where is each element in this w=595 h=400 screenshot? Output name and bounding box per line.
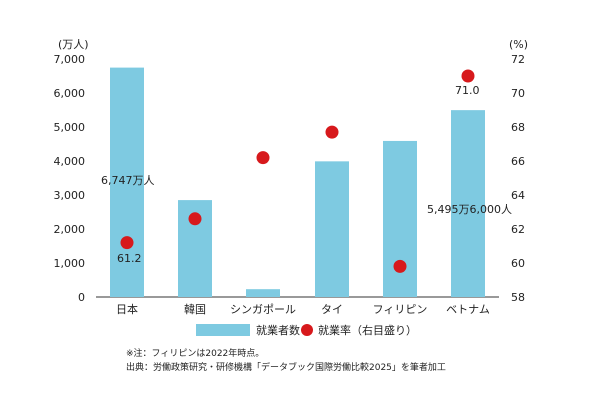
rate-point-0 <box>120 236 134 250</box>
legend-bar-swatch <box>196 324 250 336</box>
right-tick-label: 60 <box>511 257 525 270</box>
rate-point-4 <box>393 259 407 273</box>
left-tick-label: 6,000 <box>54 87 86 100</box>
bar-4 <box>383 140 417 297</box>
category-label: ベトナム <box>446 303 490 316</box>
right-tick-label: 64 <box>511 189 525 202</box>
category-label: 韓国 <box>184 303 206 316</box>
legend-bar-label: 就業者数 <box>256 323 300 337</box>
legend-point-label: 就業率（右目盛り） <box>318 323 417 337</box>
rate-point-3 <box>325 125 339 139</box>
bar-2 <box>246 289 280 297</box>
right-tick-label: 58 <box>511 291 525 304</box>
right-tick-label: 70 <box>511 87 525 100</box>
left-tick-label: 7,000 <box>54 53 86 66</box>
rate-point-2 <box>256 151 270 165</box>
category-label: タイ <box>321 303 343 316</box>
right-tick-label: 72 <box>511 53 525 66</box>
bar-3 <box>315 161 349 297</box>
chart-axes: 0 1,000 2,000 3,000 4,000 5,000 6,000 7,000 58 60… <box>54 53 526 304</box>
japan-bar-annotation: 6,747万人 <box>101 174 155 187</box>
right-axis-unit: (%) <box>509 38 528 51</box>
legend-point-marker <box>301 324 313 336</box>
chart-labels: 日本 韓国 シンガポール タイ フィリピン ベトナム <box>116 302 490 316</box>
left-tick-label: 5,000 <box>54 121 86 134</box>
left-tick-label: 4,000 <box>54 155 86 168</box>
chart-points <box>120 69 475 273</box>
source-note: 出典：労働政策研究・研修機構「データブック国際労働比較2025」を筆者加工 <box>126 363 446 373</box>
bar-5 <box>451 110 485 297</box>
category-label: シンガポール <box>230 303 296 316</box>
vietnam-rate-annotation: 71.0 <box>455 84 480 97</box>
category-label: フィリピン <box>373 303 428 316</box>
right-tick-label: 68 <box>511 121 525 134</box>
rate-point-1 <box>188 212 202 226</box>
left-tick-label: 2,000 <box>54 223 86 236</box>
chart-bars <box>110 67 485 298</box>
bar-0 <box>110 67 144 298</box>
left-tick-label: 1,000 <box>54 257 86 270</box>
left-tick-label: 3,000 <box>54 189 86 202</box>
category-label: 日本 <box>116 302 138 316</box>
right-tick-label: 66 <box>511 155 525 168</box>
japan-rate-annotation: 61.2 <box>117 252 142 265</box>
right-tick-label: 62 <box>511 223 525 236</box>
left-axis-unit: (万人) <box>58 38 89 51</box>
footnote: ※注：フィリピンは2022年時点。 <box>126 349 265 359</box>
left-tick-label: 0 <box>78 291 85 304</box>
legend: 就業者数 就業率（右目盛り） <box>196 323 417 337</box>
rate-point-5 <box>461 69 475 83</box>
vietnam-bar-annotation: 5,495万6,000人 <box>427 203 512 216</box>
